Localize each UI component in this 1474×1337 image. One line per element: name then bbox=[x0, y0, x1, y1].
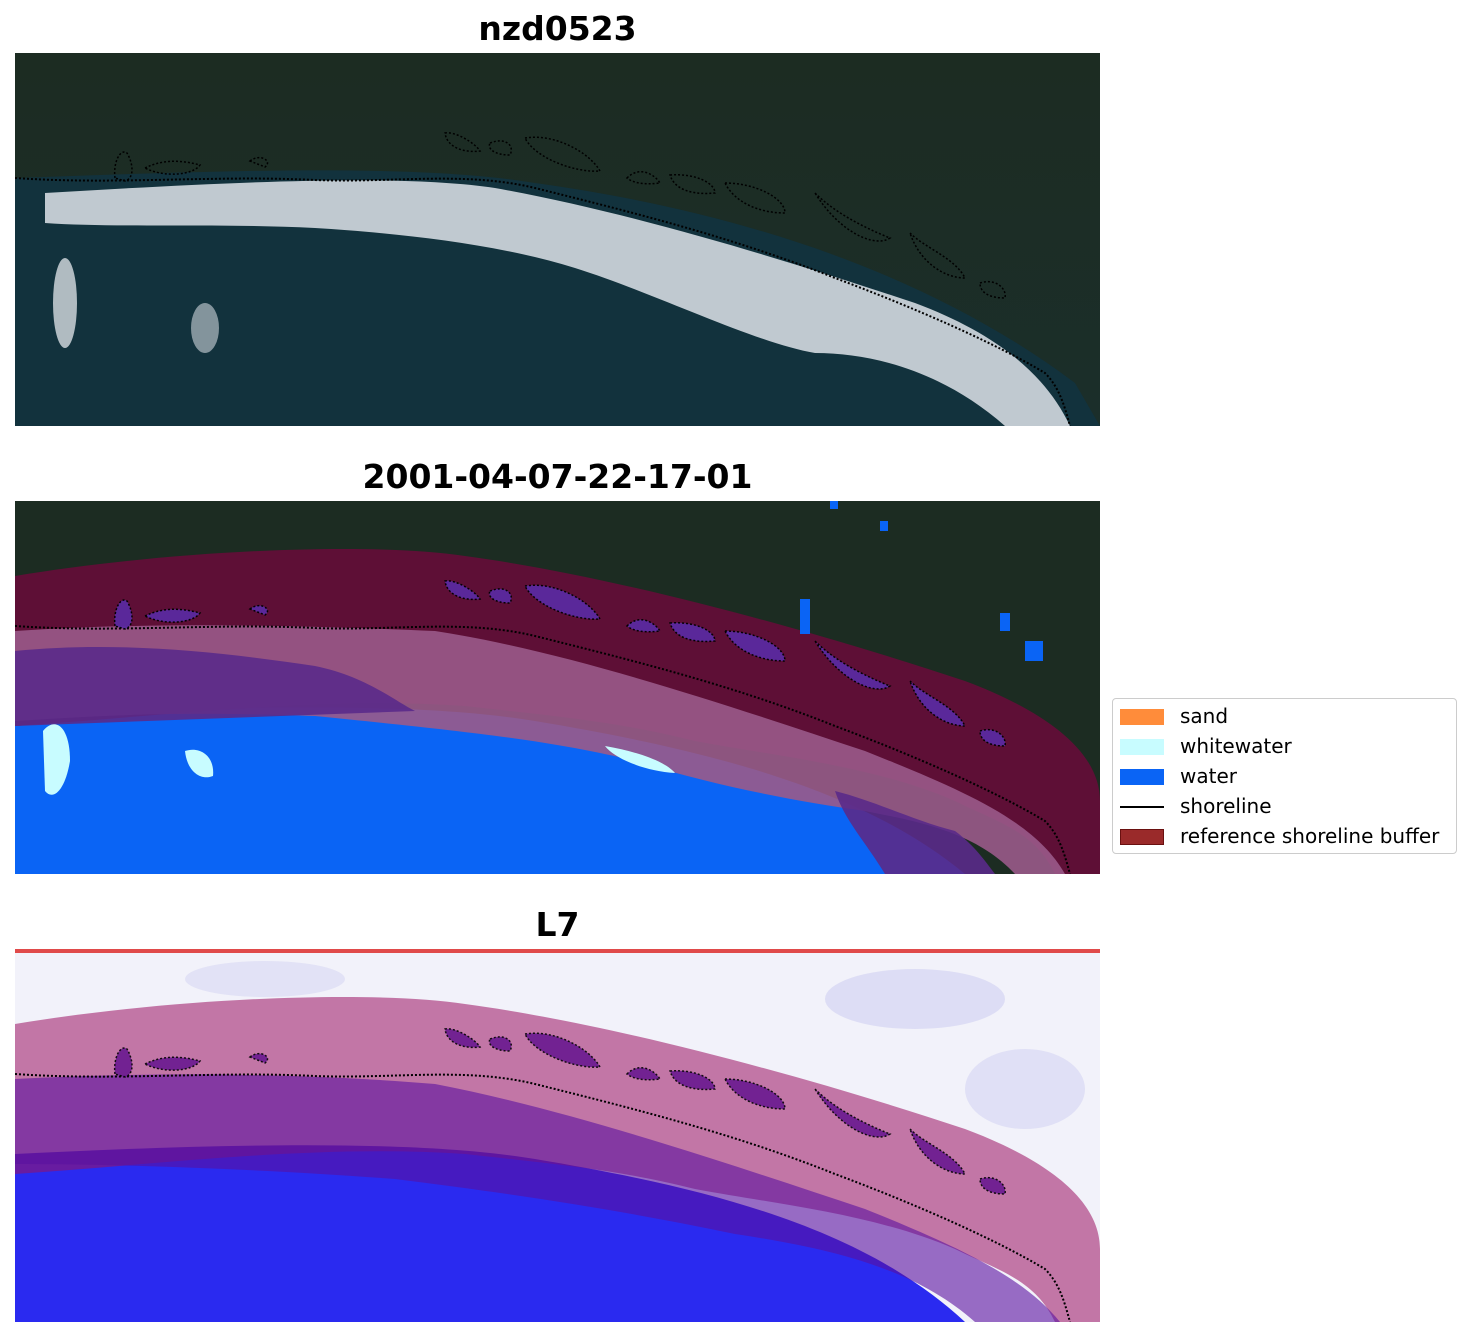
panel-title-classified: 2001-04-07-22-17-01 bbox=[362, 457, 753, 496]
water-class-area bbox=[15, 707, 965, 874]
panel-title-rgb: nzd0523 bbox=[478, 9, 637, 48]
classified-image bbox=[15, 501, 1100, 874]
legend-item-shoreline: shoreline bbox=[1113, 791, 1456, 821]
index-image bbox=[15, 949, 1100, 1322]
legend-item-buffer: reference shoreline buffer bbox=[1113, 821, 1456, 851]
legend-item-water: water bbox=[1113, 761, 1456, 791]
sea-area bbox=[15, 170, 1100, 426]
shoreline-line-swatch bbox=[1120, 806, 1164, 808]
whitewater-swatch bbox=[1120, 739, 1164, 755]
buffer-swatch bbox=[1120, 829, 1164, 845]
water-swatch bbox=[1120, 769, 1164, 785]
legend-item-whitewater: whitewater bbox=[1113, 731, 1456, 761]
sand-swatch bbox=[1120, 709, 1164, 725]
surf-zone bbox=[45, 180, 1070, 426]
rgb-satellite-image bbox=[15, 53, 1100, 426]
water-index-area bbox=[15, 1145, 965, 1322]
legend-item-sand: sand bbox=[1113, 701, 1456, 731]
legend: sand whitewater water shoreline referenc… bbox=[1112, 698, 1457, 854]
whitewater-class-patch bbox=[43, 724, 70, 795]
panel-title-index: L7 bbox=[535, 905, 580, 944]
